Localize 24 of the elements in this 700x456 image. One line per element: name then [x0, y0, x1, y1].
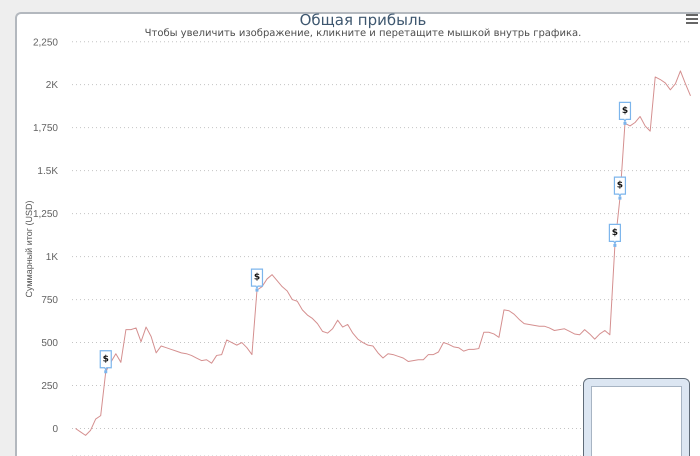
data-label: $ — [612, 228, 618, 238]
y-tick-label: 1,750 — [32, 123, 58, 134]
point — [104, 370, 108, 374]
data-label: $ — [616, 180, 624, 191]
y-tick-label: 750 — [41, 295, 58, 306]
chart-title: Общая прибыль — [300, 10, 428, 29]
y-tick-label: 1,250 — [32, 209, 58, 220]
y-tick-label: 2K — [46, 80, 58, 92]
data-label: $ — [254, 272, 260, 283]
y-tick-label: 500 — [41, 338, 58, 350]
point — [255, 288, 258, 292]
y-tick-label: 250 — [41, 381, 58, 392]
line-series — [75, 70, 691, 436]
y-axis-title: Суммарный итог (USD) — [24, 200, 34, 298]
data-label: $ — [622, 106, 628, 116]
y-tick-label: 1.5K — [37, 166, 58, 178]
y-tick-label: 1K — [46, 252, 58, 264]
point — [623, 122, 626, 125]
data-label: $ — [102, 354, 109, 364]
y-tick-label: 0 — [52, 424, 58, 436]
point — [613, 244, 616, 247]
chart-subtitle: Чтобы увеличить изображение, кликните и перетащите мышкой внутрь графика. — [144, 28, 582, 40]
point — [618, 196, 622, 200]
y-tick-label: 2,250 — [32, 37, 58, 48]
